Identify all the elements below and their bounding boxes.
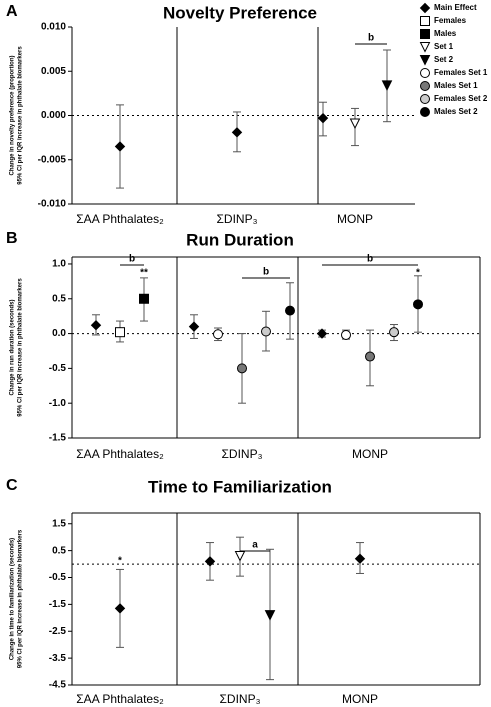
y-tick-label: 0.005	[41, 66, 66, 77]
point-estimate	[237, 363, 247, 374]
legend-label: Main Effect	[434, 3, 477, 12]
y-tick-label: 0.0	[52, 328, 66, 339]
group-label: MONP	[342, 692, 378, 706]
legend-label: Set 2	[434, 55, 454, 64]
group-label: ΣAA Phthalates₂	[76, 447, 164, 461]
y-axis-label: Change in run duration (seconds)	[10, 299, 16, 395]
legend-marker	[420, 94, 430, 104]
significance-label: b	[263, 267, 269, 278]
group-label: ΣDINP₃	[222, 447, 263, 461]
legend-label: Females	[434, 16, 467, 25]
point-estimate	[114, 603, 126, 614]
y-tick-label: -0.5	[49, 363, 67, 374]
y-tick-label: 0.5	[52, 293, 66, 304]
point-estimate	[213, 329, 223, 340]
panel-title: Novelty Preference	[163, 3, 317, 22]
y-tick-label: 1.5	[52, 518, 66, 529]
y-tick-label: -1.5	[49, 433, 67, 444]
point-estimate	[114, 141, 126, 152]
y-tick-label: 0.010	[41, 22, 66, 33]
group-label: ΣDINP₃	[217, 212, 258, 226]
y-axis-label: 95% CI per IQR increase in phthalate bio…	[18, 529, 24, 668]
y-axis-label: 95% CI per IQR increase in phthalate bio…	[18, 278, 24, 417]
point-estimate	[341, 329, 351, 340]
y-tick-label: -1.0	[49, 398, 67, 409]
y-axis-label: Change in time to familiarization (secon…	[10, 538, 16, 660]
legend-marker	[420, 81, 430, 91]
point-estimate	[365, 351, 375, 362]
y-tick-label: -2.5	[49, 626, 67, 637]
y-tick-label: -0.005	[38, 154, 67, 165]
significance-label: b	[368, 33, 374, 44]
point-estimate	[139, 293, 149, 304]
group-label: ΣAA Phthalates₂	[76, 212, 164, 226]
significance-label: a	[252, 540, 258, 551]
group-label: ΣDINP₃	[220, 692, 261, 706]
legend-label: Females Set 2	[434, 94, 488, 103]
group-label: ΣAA Phthalates₂	[76, 692, 164, 706]
significance-label: b	[367, 254, 373, 265]
point-estimate	[90, 320, 102, 331]
significance-label: **	[140, 268, 148, 279]
legend-marker	[420, 68, 430, 78]
point-estimate	[389, 327, 399, 338]
point-estimate	[231, 127, 243, 138]
point-estimate	[264, 610, 276, 621]
legend-marker	[420, 29, 430, 39]
point-estimate	[413, 299, 423, 310]
legend-marker	[419, 55, 431, 66]
significance-label: *	[118, 556, 122, 567]
point-estimate	[204, 556, 216, 567]
y-axis-label: Change in novelty preference (proportion…	[10, 55, 16, 175]
legend-marker	[420, 16, 430, 26]
point-estimate	[317, 112, 329, 124]
panel-title: Time to Familiarization	[148, 477, 332, 496]
point-estimate	[261, 326, 271, 337]
legend-marker	[420, 107, 430, 117]
point-estimate	[381, 80, 393, 92]
point-estimate	[316, 328, 328, 339]
legend-label: Males Set 2	[434, 107, 478, 116]
point-estimate	[188, 321, 200, 332]
y-tick-label: -4.5	[49, 680, 67, 691]
y-tick-label: 1.0	[52, 259, 66, 270]
point-estimate	[115, 327, 125, 338]
y-tick-label: -3.5	[49, 653, 67, 664]
y-axis-label: 95% CI per IQR increase in phthalate bio…	[18, 46, 24, 185]
y-tick-label: 0.5	[52, 545, 66, 556]
y-tick-label: -1.5	[49, 599, 67, 610]
y-tick-label: -0.010	[38, 199, 67, 210]
legend-marker	[419, 42, 431, 53]
panel-label: A	[6, 3, 18, 20]
legend-marker	[419, 2, 431, 14]
y-tick-label: -0.5	[49, 572, 67, 583]
legend-label: Females Set 1	[434, 68, 488, 77]
legend-label: Set 1	[434, 42, 454, 51]
significance-label: *	[416, 268, 420, 279]
legend-label: Males Set 1	[434, 81, 478, 90]
point-estimate	[354, 553, 366, 564]
point-estimate	[234, 551, 246, 562]
group-label: MONP	[337, 212, 373, 226]
panel-label: B	[6, 230, 18, 247]
point-estimate	[349, 118, 361, 130]
point-estimate	[285, 305, 295, 316]
y-tick-label: 0.000	[41, 110, 66, 121]
panel-title: Run Duration	[186, 230, 294, 249]
panel-label: C	[6, 477, 18, 494]
significance-label: b	[129, 254, 135, 265]
legend-label: Males	[434, 29, 457, 38]
group-label: MONP	[352, 447, 388, 461]
